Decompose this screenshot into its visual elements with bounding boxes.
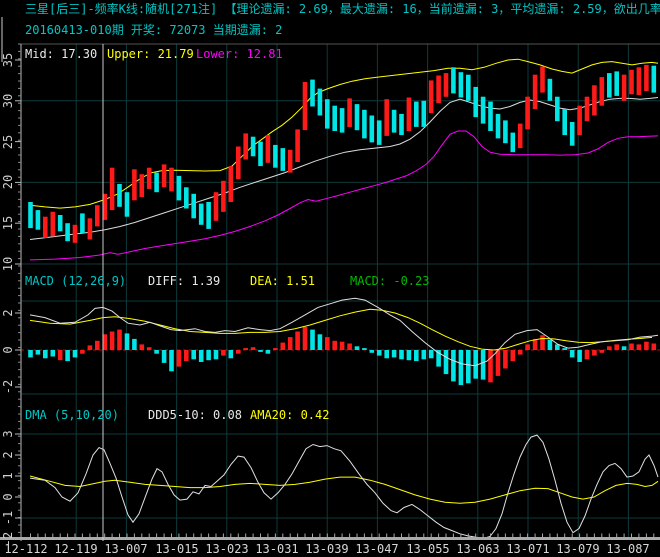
title-bar: 三星[后三]-频率K线:随机[271注] 【理论遗漏: 2.69，最大遗漏: 1…: [25, 2, 660, 16]
macd-histogram: [28, 326, 657, 386]
macd-panel-title: MACD (12,26,9): [25, 274, 127, 288]
xtick-7: 13-047: [355, 542, 399, 556]
xtick-3: 13-015: [155, 542, 199, 556]
macd-ytick--2: -2: [1, 379, 15, 395]
macd-value-label: MACD: -0.23: [350, 274, 430, 288]
dea-value-label: DEA: 1.51: [250, 274, 316, 288]
candlesticks: [28, 64, 657, 243]
dma-ytick--1: -1: [1, 510, 15, 526]
ama-value-label: AMA20: 0.42: [250, 408, 330, 422]
xtick-4: 13-023: [205, 542, 249, 556]
kline-ytick-10: 10: [1, 256, 15, 272]
kline-ytick-30: 30: [1, 93, 15, 109]
kline-ytick-20: 20: [1, 174, 15, 190]
diff-value-label: DIFF: 1.39: [148, 274, 221, 288]
draw-info: 20160413-010期 开奖: 72073 当期遗漏: 2: [25, 23, 283, 37]
lower-value-label: Lower: 12.81: [196, 47, 283, 61]
dma-ytick-1: 1: [1, 472, 15, 480]
xtick-1: 12-119: [54, 542, 98, 556]
kline-ytick-25: 25: [1, 134, 15, 150]
xtick-12: 13-087: [606, 542, 650, 556]
xtick-11: 13-079: [556, 542, 600, 556]
dma-ytick-2: 2: [1, 451, 15, 459]
xtick-6: 13-039: [305, 542, 349, 556]
xtick-5: 13-031: [255, 542, 299, 556]
ddd-value-label: DDD5-10: 0.08: [148, 408, 242, 422]
dma-lines: [29, 434, 659, 539]
xtick-8: 13-055: [406, 542, 450, 556]
macd-ytick-0: 0: [1, 346, 15, 354]
bollinger-bands: [29, 58, 659, 261]
x-axis-bar: [0, 533, 660, 540]
macd-lines: [29, 297, 659, 367]
mid-value-label: Mid: 17.30: [25, 47, 98, 61]
upper-value-label: Upper: 21.79: [107, 47, 194, 61]
xtick-9: 13-063: [456, 542, 500, 556]
kline-ytick-35: 35: [1, 52, 15, 68]
xtick-2: 13-007: [104, 542, 148, 556]
xtick-0: 12-112: [4, 542, 48, 556]
y-axis: [15, 43, 22, 541]
xtick-10: 13-071: [506, 542, 550, 556]
dma-panel-title: DMA (5,10,20): [25, 408, 119, 422]
dma-ytick-0: 0: [1, 493, 15, 501]
macd-ytick-2: 2: [1, 309, 15, 317]
kline-ytick-15: 15: [1, 215, 15, 231]
dma-ytick-3: 3: [1, 430, 15, 438]
